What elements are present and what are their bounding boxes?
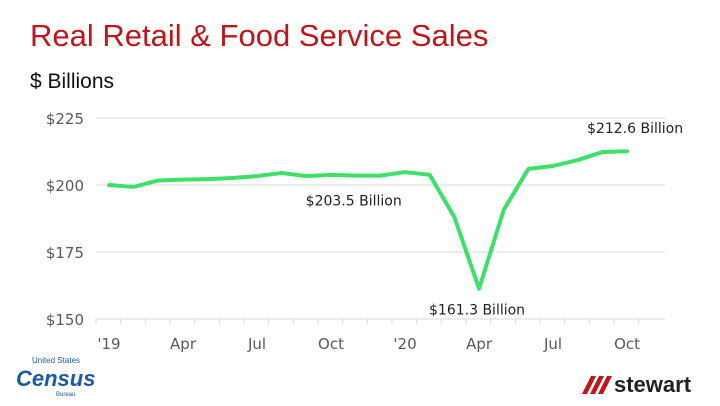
- x-tick-label: Oct: [318, 335, 344, 353]
- stewart-logo-mark-icon: [582, 376, 612, 394]
- y-tick-label: $225: [46, 110, 84, 128]
- data-label: $161.3 Billion: [429, 303, 525, 319]
- x-tick-label: '19: [97, 335, 120, 353]
- x-tick-label: Oct: [614, 335, 640, 353]
- x-tick-label: '20: [393, 335, 416, 353]
- series-line: [107, 149, 630, 291]
- x-tick-label: Apr: [466, 335, 493, 353]
- y-tick-label: $200: [46, 177, 84, 195]
- chart-title: Real Retail & Food Service Sales: [30, 18, 489, 53]
- census-logo-bottom: Bureau: [56, 392, 76, 398]
- x-tick-label: Jul: [543, 335, 562, 353]
- stewart-logo: stewart: [582, 372, 691, 398]
- data-label: $203.5 Billion: [306, 194, 402, 210]
- census-logo-main: Census: [16, 366, 96, 391]
- stewart-logo-text: stewart: [614, 372, 692, 397]
- census-bureau-logo: United States Census Bureau: [16, 356, 95, 399]
- x-tick-label: Jul: [247, 335, 266, 353]
- x-tick-label: Apr: [170, 335, 197, 353]
- y-tick-label: $150: [46, 311, 84, 329]
- data-label: $212.6 Billion: [587, 121, 683, 137]
- y-axis-label: $ Billions: [30, 70, 115, 93]
- census-logo-top: United States: [32, 356, 81, 365]
- y-tick-label: $175: [46, 244, 84, 262]
